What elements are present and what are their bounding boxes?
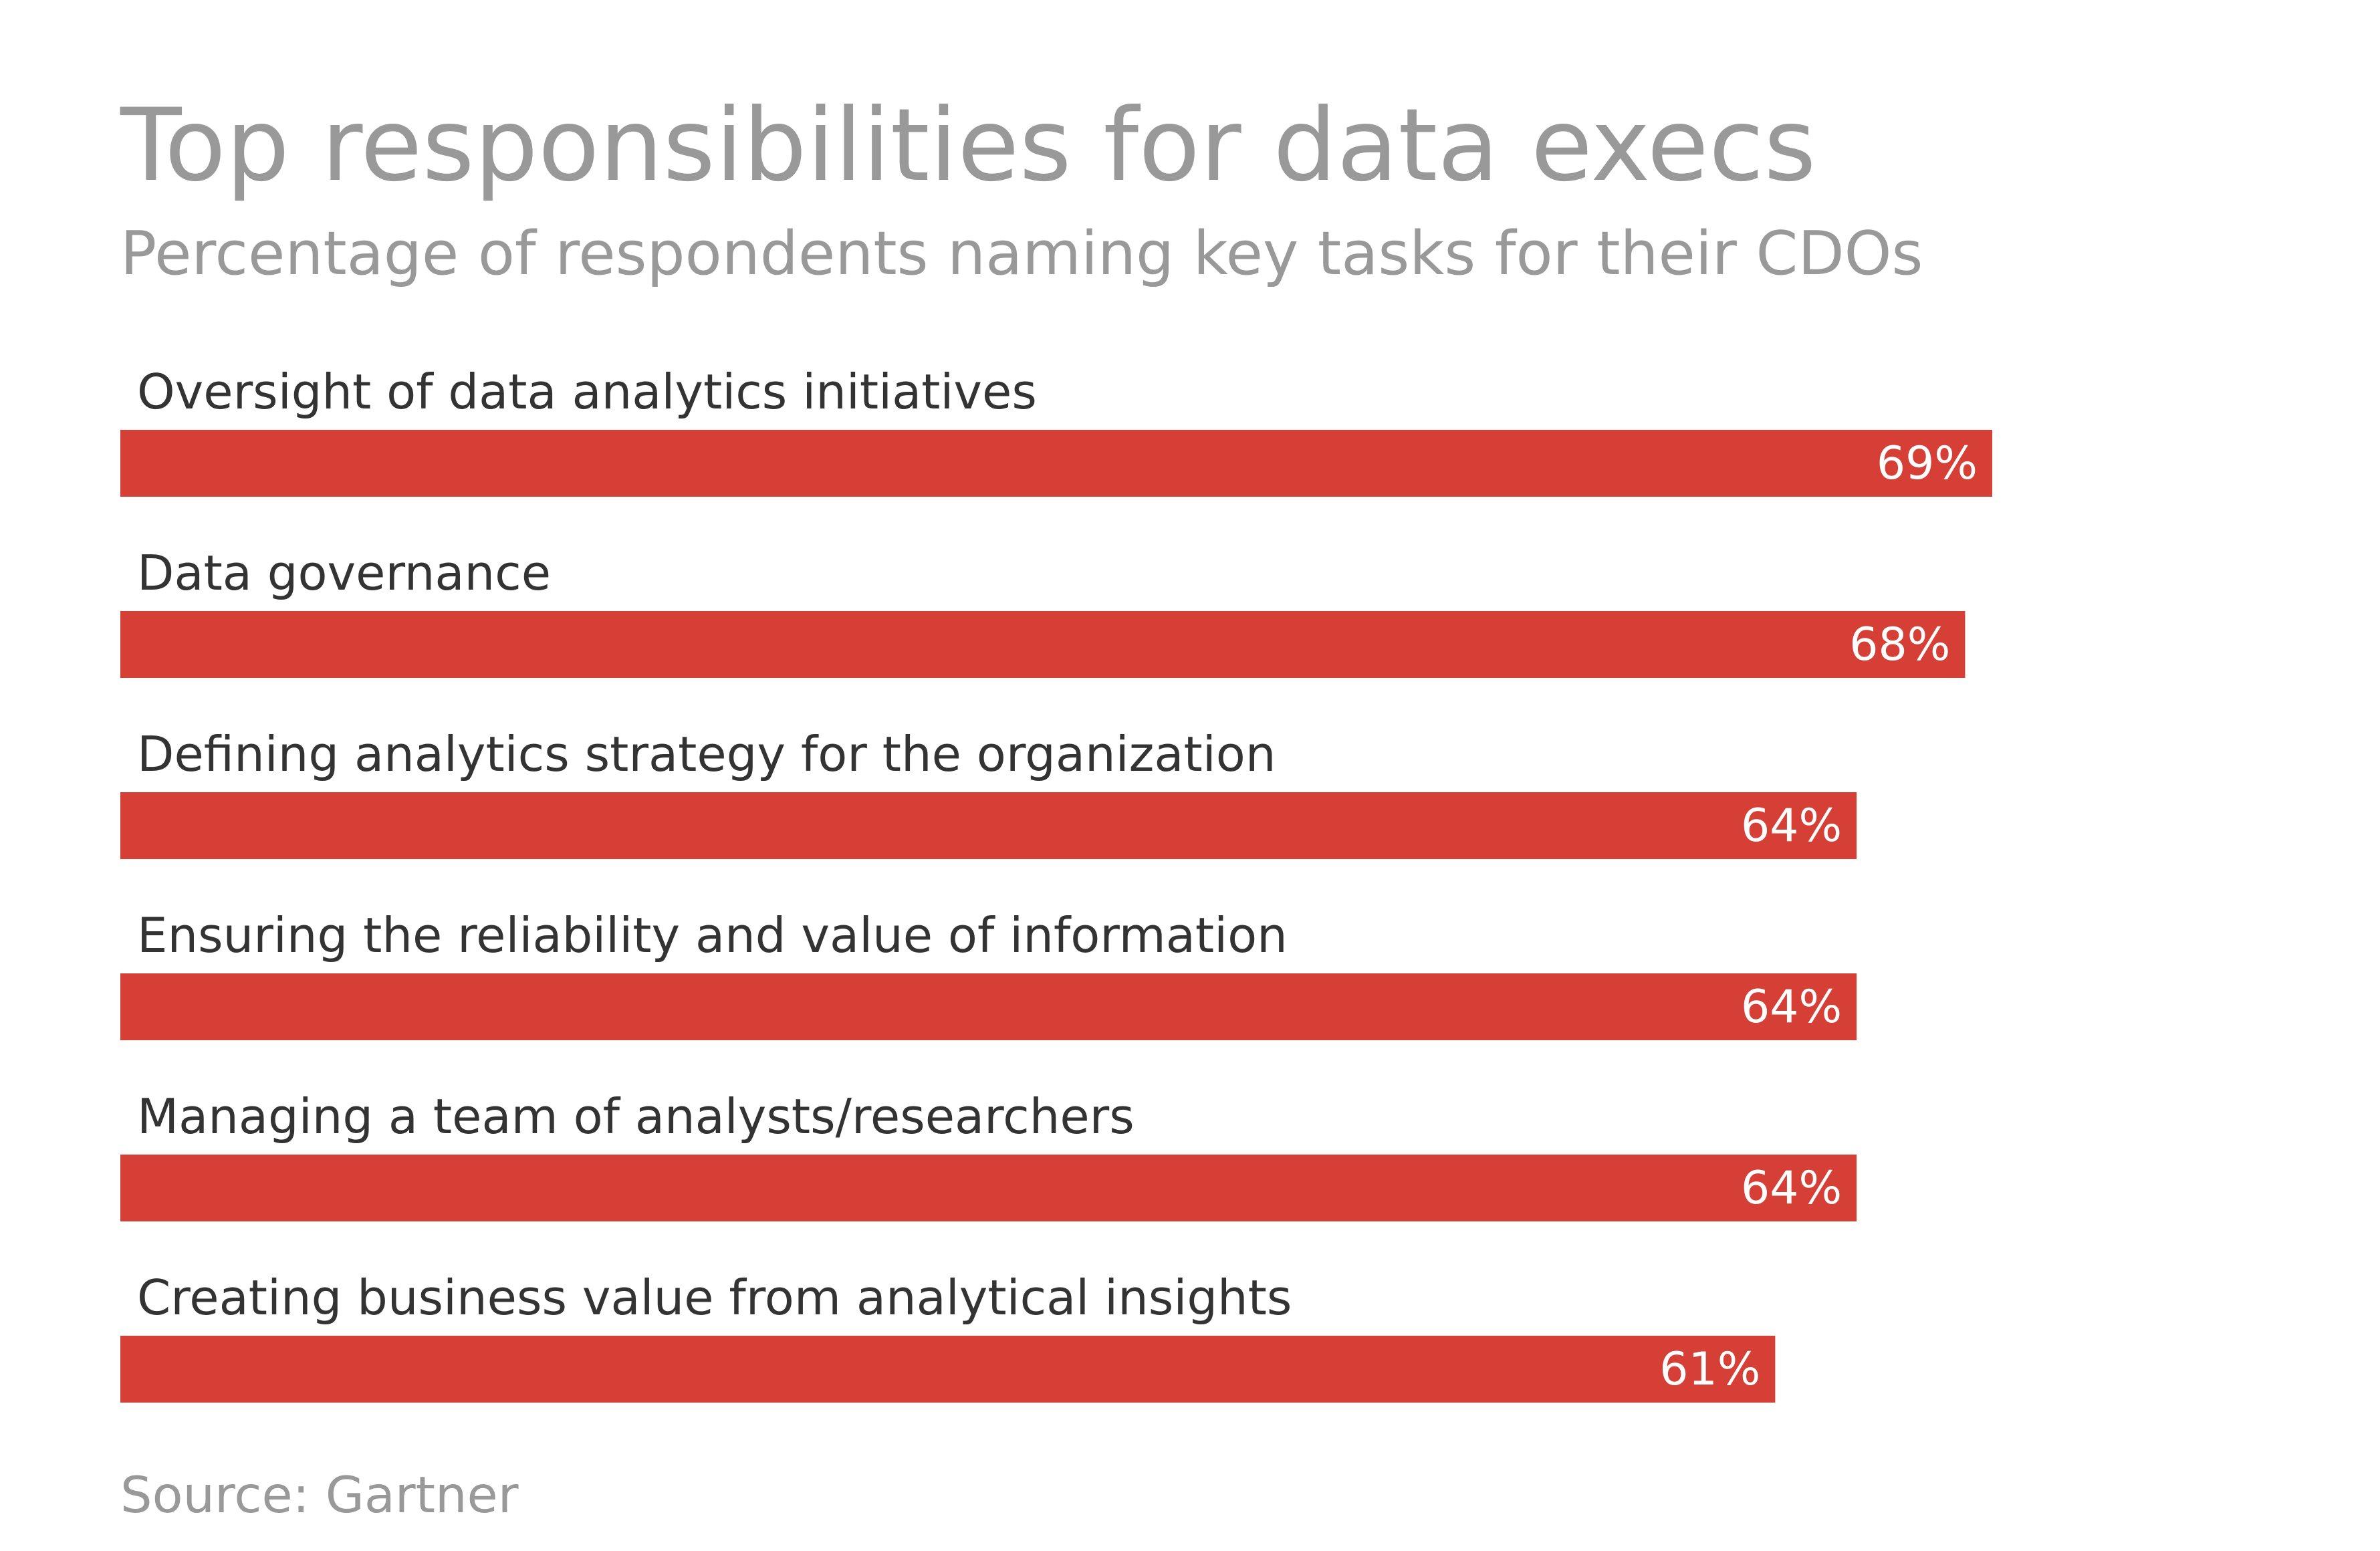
value-label: 61% (1659, 1343, 1760, 1396)
category-label: Creating business value from analytical … (137, 1270, 1292, 1326)
category-label: Oversight of data analytics initiatives (137, 364, 1037, 420)
bar (120, 430, 1992, 497)
category-label: Data governance (137, 545, 551, 601)
bar (120, 1336, 1776, 1403)
value-label: 69% (1877, 437, 1978, 490)
value-label: 64% (1741, 1162, 1842, 1215)
chart-subtitle: Percentage of respondents naming key tas… (120, 219, 1923, 289)
bar (120, 1155, 1857, 1221)
bar (120, 792, 1857, 859)
category-label: Managing a team of analysts/researchers (137, 1088, 1135, 1145)
bar (120, 973, 1857, 1040)
category-label: Defining analytics strategy for the orga… (137, 726, 1276, 782)
value-label: 64% (1741, 981, 1842, 1034)
category-label: Ensuring the reliability and value of in… (137, 907, 1288, 963)
value-label: 64% (1741, 800, 1842, 852)
chart-title: Top responsibilities for data execs (120, 88, 1816, 204)
value-label: 68% (1849, 618, 1950, 671)
source-note: Source: Gartner (120, 1465, 519, 1524)
bar (120, 611, 1966, 678)
